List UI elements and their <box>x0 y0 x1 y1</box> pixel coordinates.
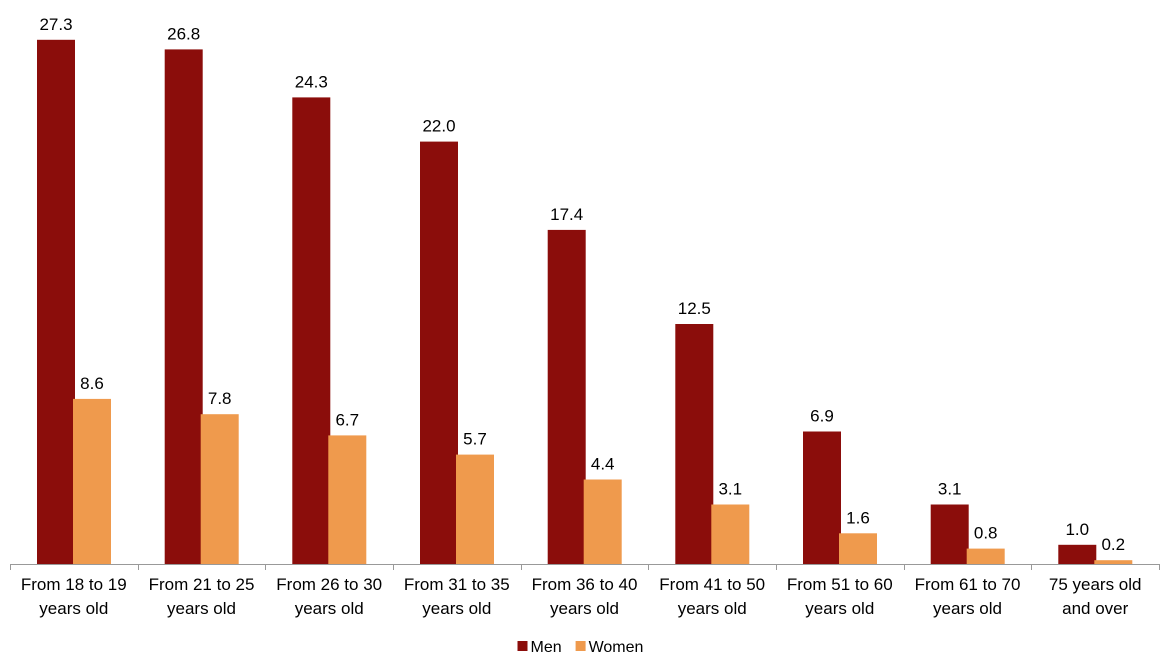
value-labels-layer: 27.3 26.8 24.3 22.0 17.4 12.5 6.9 3.1 1.0 8.6 7.8 6… <box>39 15 1125 554</box>
value-label-men-4: 22.0 <box>422 117 455 136</box>
bar-women-9 <box>1094 560 1133 564</box>
value-label-men-8: 3.1 <box>938 480 962 499</box>
legend: Men Women <box>517 639 644 656</box>
value-label-women-2: 7.8 <box>208 389 232 408</box>
value-label-men-2: 26.8 <box>167 24 200 43</box>
value-label-men-6: 12.5 <box>678 299 711 318</box>
bar-men-2 <box>164 49 203 564</box>
bar-men-4 <box>420 141 458 564</box>
bar-women-2 <box>200 414 239 564</box>
legend-swatch-women <box>575 641 586 651</box>
bar-women-3 <box>328 435 367 564</box>
value-label-men-7: 6.9 <box>810 407 834 426</box>
bars-layer <box>37 39 1133 565</box>
bar-women-7 <box>839 533 877 564</box>
value-label-women-5: 4.4 <box>591 455 615 474</box>
value-label-women-3: 6.7 <box>335 410 359 429</box>
x-tick-label-8: From 61 to 70 years old <box>915 575 1021 618</box>
legend-label-women: Women <box>589 639 644 656</box>
x-tick-label-5: From 36 to 40 years old <box>532 575 638 618</box>
bar-men-8 <box>930 504 969 564</box>
bar-women-6 <box>711 504 750 564</box>
value-label-women-6: 3.1 <box>718 480 742 499</box>
x-tick-label-6: From 41 to 50 years old <box>659 575 765 618</box>
legend-label-men: Men <box>531 639 562 656</box>
x-tick-label-3: From 26 to 30 years old <box>276 575 382 618</box>
x-tick-label-1: From 18 to 19 years old <box>21 575 127 618</box>
bar-women-8 <box>966 548 1005 564</box>
value-label-women-9: 0.2 <box>1101 535 1125 554</box>
value-label-women-4: 5.7 <box>463 430 487 449</box>
bar-men-5 <box>547 229 586 564</box>
x-tick-label-4: From 31 to 35 years old <box>404 575 510 618</box>
bar-men-9 <box>1058 544 1097 564</box>
bar-women-5 <box>583 479 622 564</box>
x-tick-label-7: From 51 to 60 years old <box>787 575 893 618</box>
value-label-men-9: 1.0 <box>1065 520 1089 539</box>
x-tick-label-2: From 21 to 25 years old <box>149 575 255 618</box>
value-label-men-1: 27.3 <box>39 15 72 34</box>
bar-men-3 <box>292 97 331 565</box>
value-label-men-5: 17.4 <box>550 205 583 224</box>
legend-swatch-men <box>517 641 528 651</box>
bar-men-7 <box>803 431 841 564</box>
bar-men-1 <box>37 39 75 565</box>
bar-women-4 <box>456 454 494 564</box>
value-label-women-8: 0.8 <box>974 524 998 543</box>
value-label-men-3: 24.3 <box>295 72 328 91</box>
value-label-women-1: 8.6 <box>80 374 104 393</box>
x-tick-labels: From 18 to 19 years old From 21 to 25 years… <box>21 575 1142 618</box>
x-axis <box>10 564 1160 570</box>
bar-women-1 <box>73 398 111 564</box>
bar-men-6 <box>675 324 714 564</box>
x-tick-label-9: 75 years old and over <box>1049 575 1142 618</box>
value-label-women-7: 1.6 <box>846 508 870 527</box>
